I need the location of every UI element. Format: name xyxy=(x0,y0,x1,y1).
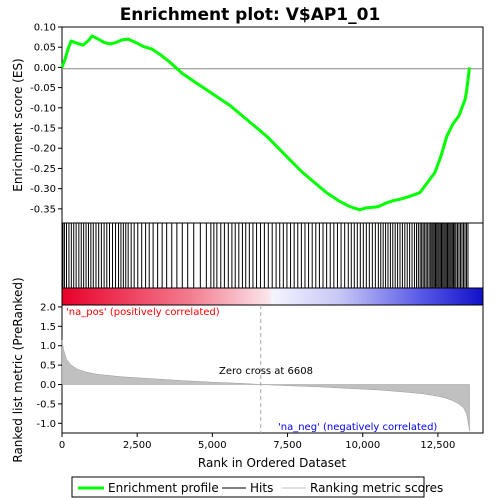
es-y-axis: 0.10 0.05 0.00 -0.05 -0.10 -0.15 -0.20 -0.25 -0.… xyxy=(30,23,62,215)
x-tick-label: 7,500 xyxy=(273,440,302,451)
metric-y-tick-label: 1.0 xyxy=(40,341,56,352)
metric-y-tick-label: -1.0 xyxy=(36,419,56,430)
x-tick-label: 10,000 xyxy=(345,440,380,451)
zero-cross-label: Zero cross at 6608 xyxy=(219,366,313,377)
metric-y-tick-label: 0.5 xyxy=(40,361,56,372)
legend: Enrichment profile Hits Ranking metric s… xyxy=(71,476,443,498)
x-tick-label: 12,500 xyxy=(420,440,455,451)
es-y-tick-label: -0.25 xyxy=(30,164,56,175)
legend-enrichment-profile: Enrichment profile xyxy=(108,481,219,495)
x-axis-label: Rank in Ordered Dataset xyxy=(198,456,346,470)
legend-hits: Hits xyxy=(250,481,273,495)
legend-ranking-metric-scores: Ranking metric scores xyxy=(310,481,443,495)
metric-y-axis: 2.0 1.5 1.0 0.5 0.0 -0.5 -1.0 xyxy=(36,302,62,430)
legend-frame xyxy=(71,476,425,498)
es-panel-frame xyxy=(61,26,484,224)
es-y-tick-label: 0.00 xyxy=(34,63,56,74)
es-profile-line xyxy=(60,34,471,212)
es-y-tick-label: 0.05 xyxy=(34,43,56,54)
es-y-tick-label: 0.10 xyxy=(34,23,56,34)
metric-y-tick-label: 2.0 xyxy=(40,302,56,313)
es-y-tick-label: -0.10 xyxy=(30,103,56,114)
chart-title: Enrichment plot: V$AP1_01 xyxy=(120,5,381,25)
x-tick-label: 0 xyxy=(59,440,65,451)
es-y-tick-label: -0.05 xyxy=(30,83,56,94)
metric-y-tick-label: 0.0 xyxy=(40,380,56,391)
ranking-metric-area xyxy=(61,339,470,432)
es-y-tick-label: -0.20 xyxy=(30,144,56,155)
metric-y-axis-label: Ranked list metric (PreRanked) xyxy=(11,277,25,462)
es-y-tick-label: -0.15 xyxy=(30,124,56,135)
x-tick-label: 2,500 xyxy=(123,440,152,451)
rank-color-bar xyxy=(61,287,484,306)
pos-correlated-label: 'na_pos' (positively correlated) xyxy=(66,307,220,318)
hits-panel xyxy=(61,222,484,289)
x-axis: 0 2,500 5,000 7,500 10,000 12,500 xyxy=(59,433,455,451)
metric-panel: 2.0 1.5 1.0 0.5 0.0 -0.5 -1.0 'na_pos' (positi… xyxy=(36,302,484,434)
metric-panel-frame xyxy=(61,304,484,434)
es-panel: 0.10 0.05 0.00 -0.05 -0.10 -0.15 -0.20 -0.25 -0.… xyxy=(30,23,484,224)
x-tick-label: 5,000 xyxy=(198,440,227,451)
metric-y-tick-label: -0.5 xyxy=(36,399,56,410)
es-y-tick-label: -0.35 xyxy=(30,204,56,215)
hit-lines xyxy=(62,223,469,288)
es-y-tick-label: -0.30 xyxy=(30,184,56,195)
metric-y-tick-label: 1.5 xyxy=(40,322,56,333)
es-y-axis-label: Enrichment score (ES) xyxy=(11,58,25,191)
neg-correlated-label: 'na_neg' (negatively correlated) xyxy=(278,422,437,433)
